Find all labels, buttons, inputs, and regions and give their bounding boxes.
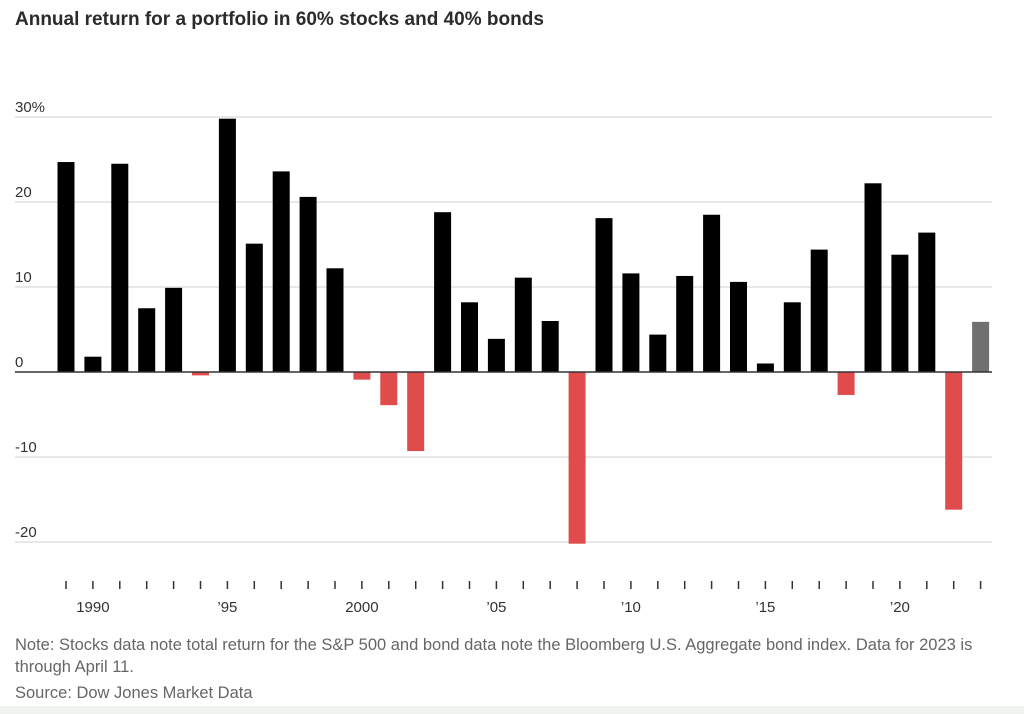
bar-2001	[380, 372, 398, 406]
y-tick-label: 10	[15, 269, 32, 286]
bar-1994	[192, 372, 209, 376]
bar-1990	[84, 356, 102, 372]
bar-2022	[945, 372, 963, 510]
bar-1999	[326, 268, 344, 372]
y-tick-label: -20	[15, 524, 37, 541]
bar-2019	[864, 183, 882, 372]
bar-2016	[783, 302, 801, 372]
bar-2008	[568, 372, 586, 544]
bar-2006	[514, 277, 532, 372]
x-tick-label: 2000	[345, 599, 378, 616]
y-tick-label: 20	[15, 184, 32, 201]
x-tick-label: 1990	[76, 599, 109, 616]
bar-2014	[730, 281, 747, 372]
bar-1989	[57, 162, 75, 372]
y-axis-tick-labels: 30% 20 10 0 -10 -20	[15, 99, 45, 541]
bar-2011	[649, 334, 667, 372]
bar-2017	[810, 249, 828, 372]
bar-2020	[891, 254, 909, 372]
bar-1991	[111, 163, 129, 372]
bar-1996	[245, 243, 263, 372]
bar-2015	[756, 363, 774, 372]
bar-2007	[541, 321, 559, 372]
bar-1995	[218, 118, 236, 372]
bar-2013	[703, 214, 721, 372]
x-tick-label: ’20	[890, 599, 910, 616]
bar-chart: 30% 20 10 0 -10 -20 1990 ’95 2000 ’05 ’10 ’15 ’20	[15, 99, 992, 616]
bar-2018	[837, 372, 855, 395]
y-tick-label: 0	[15, 354, 23, 371]
gridlines	[15, 116, 992, 543]
y-tick-label: 30%	[15, 99, 45, 116]
chart-source: Source: Dow Jones Market Data	[15, 684, 253, 702]
bar-1993	[165, 287, 183, 372]
bar-2010	[622, 273, 640, 372]
bar-2003	[434, 212, 452, 372]
x-tick-label: ’95	[217, 599, 237, 616]
chart-title: Annual return for a portfolio in 60% sto…	[15, 9, 544, 30]
bars	[57, 118, 990, 544]
bar-2002	[407, 372, 425, 452]
bar-2005	[487, 338, 505, 372]
bar-2012	[676, 275, 694, 372]
x-tick-label: ’05	[486, 599, 506, 616]
footer-strip	[0, 706, 1024, 714]
bar-2021	[918, 232, 936, 372]
bar-1998	[299, 196, 317, 372]
bar-2023	[972, 321, 990, 372]
bar-2004	[461, 302, 478, 372]
bar-2009	[595, 218, 613, 372]
x-axis: 1990 ’95 2000 ’05 ’10 ’15 ’20	[65, 581, 982, 616]
chart-note: Note: Stocks data note total return for …	[15, 636, 973, 676]
x-tick-label: ’15	[755, 599, 775, 616]
y-tick-label: -10	[15, 439, 37, 456]
x-tick-label: ’10	[621, 599, 641, 616]
bar-1992	[138, 308, 156, 372]
bar-2000	[353, 372, 371, 380]
bar-1997	[272, 171, 290, 372]
